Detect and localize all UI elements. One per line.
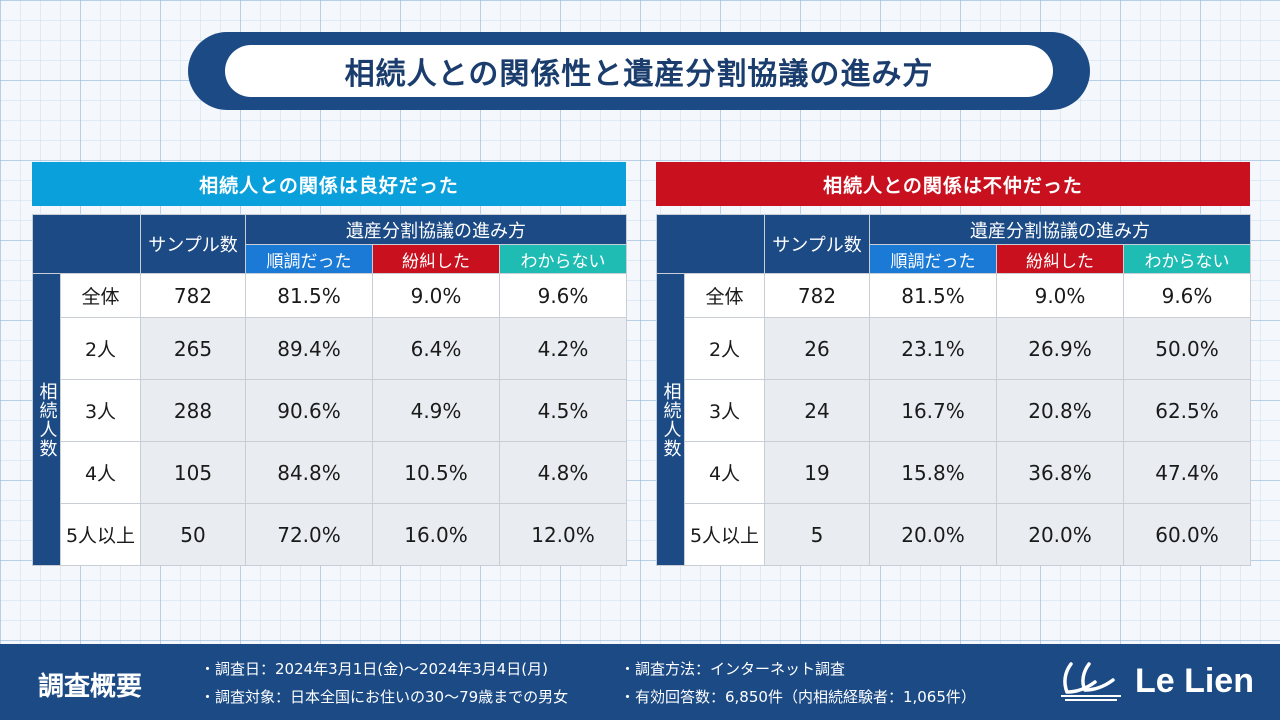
unknown-header: わからない (498, 244, 628, 274)
dispute-cell: 20.8% (996, 379, 1124, 442)
survey-responses: ・有効回答数：6,850件（内相続経験者：1,065件） (620, 688, 976, 706)
smooth-header: 順調だった (245, 244, 373, 274)
title-banner: 相続人との関係性と遺産分割協議の進み方 (188, 32, 1090, 110)
row-label: 4人 (684, 441, 765, 504)
survey-date: ・調査日：2024年3月1日(金)〜2024年3月4日(月) (200, 660, 548, 678)
survey-target: ・調査対象：日本全国にお住いの30〜79歳までの男女 (200, 688, 569, 706)
unknown-cell: 50.0% (1122, 317, 1252, 380)
table-good-relationship: サンプル数 遺産分割協議の進み方 順調だった 紛糾した わからない 相続人数 全… (32, 214, 628, 566)
smooth-cell: 15.8% (869, 441, 997, 504)
sample-cell: 105 (140, 441, 246, 504)
dispute-header: 紛糾した (372, 244, 500, 274)
group-label: 相続人数 (32, 273, 61, 566)
table-bad-relationship: サンプル数 遺産分割協議の進み方 順調だった 紛糾した わからない 相続人数 全… (656, 214, 1252, 566)
row-label: 全体 (60, 273, 141, 318)
row-label: 4人 (60, 441, 141, 504)
sample-cell: 5 (764, 503, 870, 566)
smooth-cell: 23.1% (869, 317, 997, 380)
survey-summary-footer: 調査概要 ・調査日：2024年3月1日(金)〜2024年3月4日(月) ・調査対… (0, 644, 1280, 720)
smooth-cell: 84.8% (245, 441, 373, 504)
corner-cell (656, 214, 765, 274)
row-label: 3人 (684, 379, 765, 442)
unknown-cell: 4.8% (498, 441, 628, 504)
sample-cell: 288 (140, 379, 246, 442)
row-label: 5人以上 (684, 503, 765, 566)
sample-cell: 265 (140, 317, 246, 380)
unknown-cell: 60.0% (1122, 503, 1252, 566)
page-title: 相続人との関係性と遺産分割協議の進み方 (225, 45, 1053, 97)
dispute-cell: 10.5% (372, 441, 500, 504)
dispute-cell: 4.9% (372, 379, 500, 442)
sample-header: サンプル数 (140, 214, 246, 274)
sample-cell: 782 (764, 273, 870, 318)
unknown-header: わからない (1122, 244, 1252, 274)
progress-header: 遺産分割協議の進み方 (244, 214, 628, 245)
smooth-cell: 16.7% (869, 379, 997, 442)
panel-good-relationship: 相続人との関係は良好だった サンプル数 遺産分割協議の進み方 順調だった 紛糾し… (32, 162, 628, 566)
sample-cell: 50 (140, 503, 246, 566)
row-label: 2人 (684, 317, 765, 380)
dispute-cell: 16.0% (372, 503, 500, 566)
smooth-cell: 89.4% (245, 317, 373, 380)
dispute-cell: 36.8% (996, 441, 1124, 504)
row-label: 全体 (684, 273, 765, 318)
sample-cell: 782 (140, 273, 246, 318)
panel-header-bad: 相続人との関係は不仲だった (656, 162, 1250, 206)
logo-text: Le Lien (1134, 661, 1254, 700)
smooth-cell: 81.5% (245, 273, 373, 318)
smooth-cell: 20.0% (869, 503, 997, 566)
unknown-cell: 62.5% (1122, 379, 1252, 442)
unknown-cell: 4.2% (498, 317, 628, 380)
unknown-cell: 12.0% (498, 503, 628, 566)
group-label: 相続人数 (656, 273, 685, 566)
sample-cell: 26 (764, 317, 870, 380)
dispute-cell: 20.0% (996, 503, 1124, 566)
dispute-header: 紛糾した (996, 244, 1124, 274)
dispute-cell: 26.9% (996, 317, 1124, 380)
panel-bad-relationship: 相続人との関係は不仲だった サンプル数 遺産分割協議の進み方 順調だった 紛糾し… (656, 162, 1252, 566)
row-label: 3人 (60, 379, 141, 442)
survey-method: ・調査方法：インターネット調査 (620, 660, 846, 678)
unknown-cell: 9.6% (1122, 273, 1252, 318)
panel-header-good: 相続人との関係は良好だった (32, 162, 626, 206)
dispute-cell: 9.0% (372, 273, 500, 318)
smooth-cell: 81.5% (869, 273, 997, 318)
le-lien-logo: Le Lien (1057, 658, 1254, 704)
smooth-cell: 90.6% (245, 379, 373, 442)
sample-cell: 19 (764, 441, 870, 504)
row-label: 5人以上 (60, 503, 141, 566)
unknown-cell: 47.4% (1122, 441, 1252, 504)
dispute-cell: 6.4% (372, 317, 500, 380)
progress-header: 遺産分割協議の進み方 (868, 214, 1252, 245)
corner-cell (32, 214, 141, 274)
smooth-cell: 72.0% (245, 503, 373, 566)
logo-mark-icon (1060, 662, 1121, 701)
unknown-cell: 4.5% (498, 379, 628, 442)
smooth-header: 順調だった (869, 244, 997, 274)
sample-header: サンプル数 (764, 214, 870, 274)
sample-cell: 24 (764, 379, 870, 442)
footer-title: 調査概要 (38, 672, 143, 702)
unknown-cell: 9.6% (498, 273, 628, 318)
dispute-cell: 9.0% (996, 273, 1124, 318)
row-label: 2人 (60, 317, 141, 380)
